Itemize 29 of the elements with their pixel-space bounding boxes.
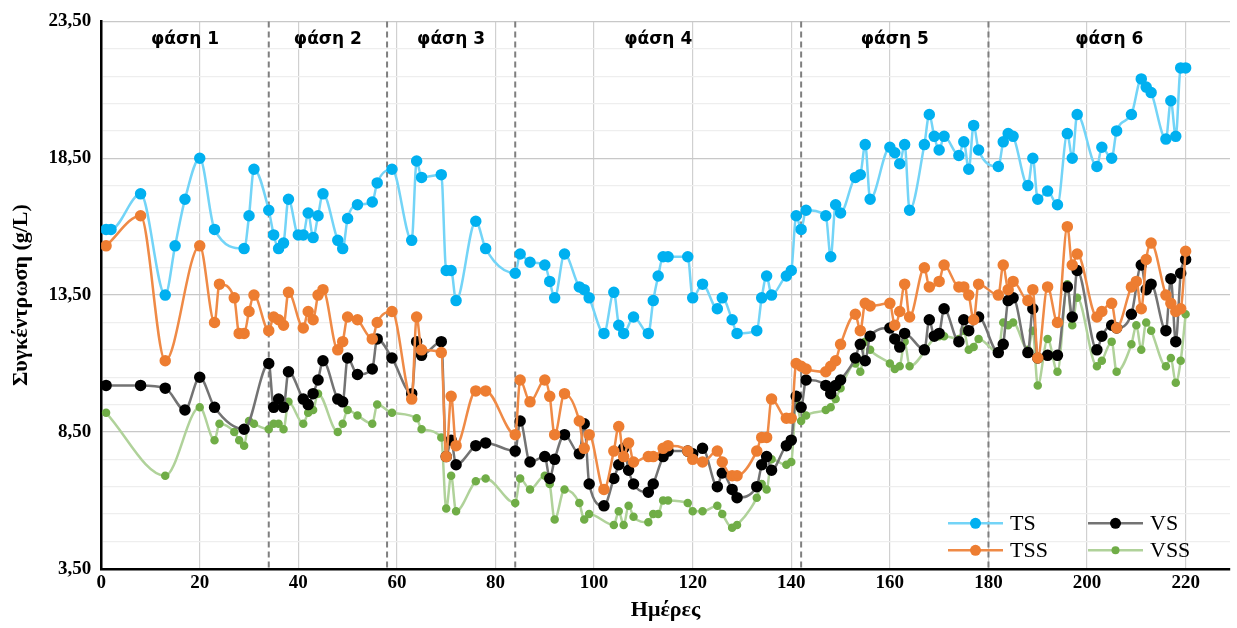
y-tick-label: 18,50: [48, 146, 92, 168]
y-tick-label: 8,50: [57, 419, 92, 441]
annotation: φάση 2: [293, 27, 362, 48]
legend-label: VS: [1150, 510, 1179, 536]
annotation: φάση 5: [860, 27, 929, 48]
y-tick-label: 23,50: [48, 9, 92, 31]
annotation: φάση 4: [624, 27, 693, 48]
y-tick-label: 13,50: [48, 283, 92, 305]
legend-label: TSS: [1010, 537, 1048, 563]
legend-label: VSS: [1150, 537, 1191, 563]
x-tick-label: 180: [974, 571, 1003, 593]
x-tick-label: 200: [1072, 571, 1102, 593]
annotation: φάση 6: [1075, 27, 1144, 48]
x-tick-label: 40: [288, 571, 308, 593]
x-tick-label: 100: [579, 571, 609, 593]
x-tick-label: 160: [875, 571, 905, 593]
annotation: φάση 1: [150, 27, 219, 48]
legend-label: TS: [1010, 510, 1036, 536]
y-tick-label: 3,50: [57, 556, 92, 578]
x-tick-label: 0: [96, 571, 106, 593]
x-tick-label: 140: [777, 571, 806, 593]
x-tick-label: 80: [486, 571, 506, 593]
annotation: φάση 3: [417, 27, 486, 48]
x-axis-title: Ημέρες: [630, 596, 702, 622]
x-tick-label: 220: [1171, 571, 1200, 593]
y-axis-title: Συγκέντρωση (g/L): [6, 204, 32, 387]
x-tick-label: 120: [678, 571, 707, 593]
x-tick-label: 60: [387, 571, 407, 593]
x-tick-label: 20: [190, 571, 210, 593]
